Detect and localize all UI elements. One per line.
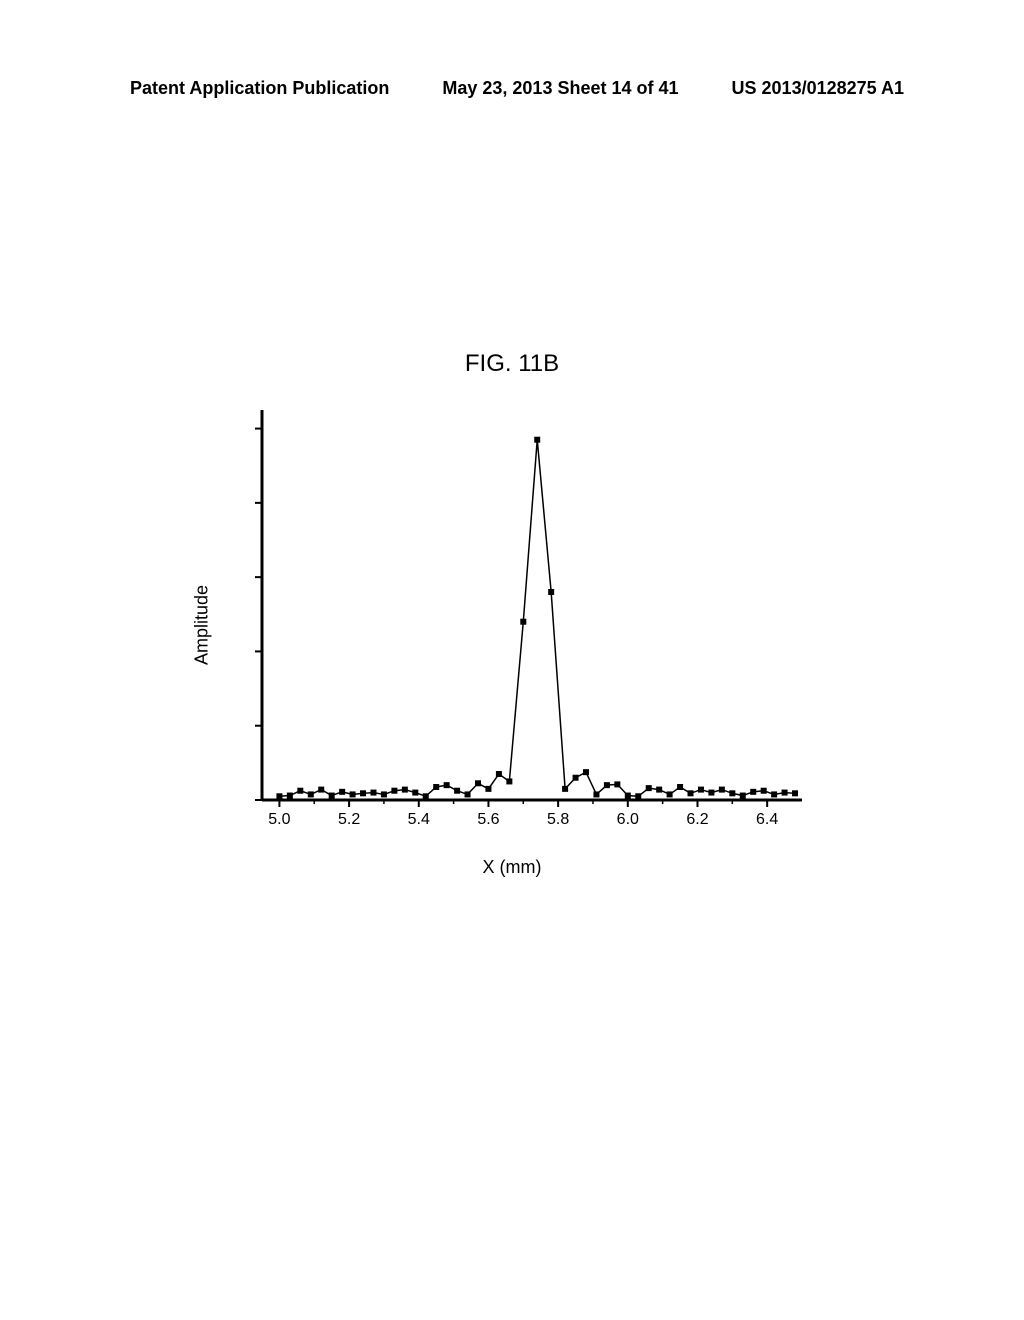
header-center: May 23, 2013 Sheet 14 of 41 [442, 78, 678, 99]
page-header: Patent Application Publication May 23, 2… [0, 78, 1024, 99]
amplitude-chart: Amplitude 5.05.25.45.65.86.06.26.4 X (mm… [212, 400, 812, 850]
svg-text:5.6: 5.6 [477, 811, 499, 828]
svg-text:5.2: 5.2 [338, 811, 360, 828]
header-right: US 2013/0128275 A1 [732, 78, 904, 99]
svg-text:5.8: 5.8 [547, 811, 569, 828]
y-axis-label: Amplitude [192, 585, 213, 665]
header-left: Patent Application Publication [130, 78, 389, 99]
svg-text:5.4: 5.4 [408, 811, 430, 828]
svg-text:6.4: 6.4 [756, 811, 778, 828]
svg-text:5.0: 5.0 [268, 811, 290, 828]
x-axis-label: X (mm) [483, 857, 542, 878]
svg-text:6.0: 6.0 [617, 811, 639, 828]
svg-text:6.2: 6.2 [686, 811, 708, 828]
chart-svg: 5.0 5.2 5.4 5.6 5.8 6.0 6.2 6.4 [212, 400, 812, 850]
figure-title: FIG. 11B [0, 350, 1024, 378]
